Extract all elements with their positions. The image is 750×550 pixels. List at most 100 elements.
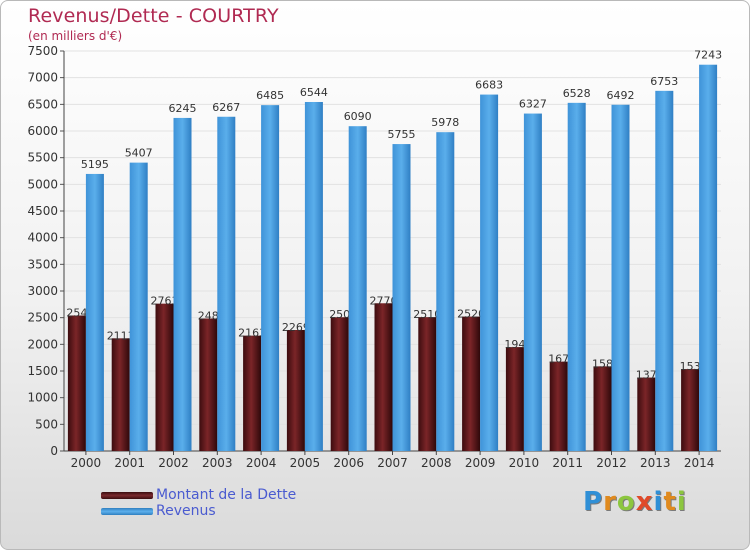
proxiti-logo: Proxiti [583, 487, 687, 517]
label-revenus-2010: 6327 [519, 98, 547, 111]
y-tick-label-2000: 2000 [27, 337, 58, 351]
label-revenus-2001: 5407 [125, 147, 153, 160]
label-dette-2008: 2510 [413, 308, 441, 321]
bar-revenus-2009 [480, 94, 499, 451]
y-tick-label-5500: 5500 [27, 151, 58, 165]
label-revenus-2012: 6492 [607, 89, 635, 102]
label-dette-2001: 2113 [107, 329, 135, 342]
label-dette-2010: 194 [504, 338, 525, 351]
y-tick-label-3000: 3000 [27, 284, 58, 298]
label-revenus-2005: 6544 [300, 86, 328, 99]
bar-dette-2001 [111, 338, 130, 451]
x-tick-label-2000: 2000 [71, 456, 102, 470]
bar-revenus-2007 [392, 144, 411, 452]
label-dette-2013: 137 [636, 369, 657, 382]
bar-revenus-2014 [699, 64, 718, 451]
bar-dette-2005 [286, 329, 305, 451]
legend-label-revenus: Revenus [156, 503, 216, 519]
label-dette-2009: 2520 [457, 308, 485, 321]
x-tick-label-2011: 2011 [552, 456, 583, 470]
logo-letter-5: t [663, 487, 677, 517]
x-tick-label-2010: 2010 [509, 456, 540, 470]
label-revenus-2014: 7243 [694, 49, 722, 62]
y-tick-label-5000: 5000 [27, 177, 58, 191]
y-tick-label-6500: 6500 [27, 97, 58, 111]
label-dette-2000: 254 [66, 306, 87, 319]
bar-dette-2010 [505, 347, 524, 451]
bar-dette-2003 [199, 318, 218, 451]
logo-letter-0: P [583, 487, 604, 517]
label-revenus-2008: 5978 [431, 116, 459, 129]
bar-dette-2014 [681, 369, 700, 451]
label-revenus-2013: 6753 [650, 75, 678, 88]
label-revenus-2009: 6683 [475, 79, 503, 92]
bar-dette-2013 [637, 377, 656, 451]
bar-revenus-2013 [655, 90, 674, 451]
x-tick-label-2013: 2013 [640, 456, 671, 470]
bar-revenus-2008 [436, 132, 455, 451]
legend-swatch-revenus [101, 508, 153, 515]
bar-dette-2000 [67, 315, 86, 451]
y-tick-label-4500: 4500 [27, 204, 58, 218]
chart-title: Revenus/Dette - COURTRY [28, 5, 279, 27]
x-tick-label-2003: 2003 [202, 456, 233, 470]
x-tick-label-2004: 2004 [246, 456, 277, 470]
y-tick-label-0: 0 [50, 444, 58, 458]
label-revenus-2004: 6485 [256, 89, 284, 102]
x-tick-label-2014: 2014 [684, 456, 715, 470]
x-tick-label-2001: 2001 [114, 456, 145, 470]
y-tick-label-7000: 7000 [27, 71, 58, 85]
label-revenus-2002: 6245 [169, 102, 197, 115]
bar-revenus-2006 [348, 126, 367, 451]
bar-revenus-2010 [523, 113, 542, 451]
label-dette-2005: 2269 [282, 321, 310, 334]
bar-dette-2002 [155, 303, 174, 451]
bar-revenus-2002 [173, 117, 192, 451]
bar-revenus-2004 [261, 105, 280, 451]
y-tick-label-7500: 7500 [27, 44, 58, 58]
x-tick-label-2006: 2006 [333, 456, 364, 470]
logo-letter-4: i [653, 487, 664, 517]
label-revenus-2003: 6267 [212, 101, 240, 114]
label-dette-2007: 2770 [370, 294, 398, 307]
bar-dette-2012 [593, 366, 612, 451]
logo-letter-3: x [635, 487, 654, 517]
bar-revenus-2001 [129, 162, 148, 452]
bar-dette-2011 [549, 361, 568, 451]
x-tick-label-2002: 2002 [158, 456, 189, 470]
bar-dette-2008 [418, 317, 437, 451]
bar-revenus-2012 [611, 104, 630, 451]
bar-dette-2009 [462, 316, 481, 451]
bar-dette-2007 [374, 303, 393, 451]
label-revenus-2000: 5195 [81, 158, 109, 171]
y-tick-label-1000: 1000 [27, 391, 58, 405]
logo-letter-6: i [676, 487, 687, 517]
bar-revenus-2000 [85, 173, 104, 451]
x-tick-label-2009: 2009 [465, 456, 496, 470]
label-dette-2014: 153 [680, 360, 701, 373]
y-tick-label-500: 500 [35, 417, 58, 431]
bar-revenus-2005 [304, 101, 323, 451]
label-dette-2011: 167 [548, 353, 569, 366]
label-dette-2006: 250 [329, 308, 350, 321]
legend-swatch-dette [101, 492, 153, 499]
chart-subtitle: (en milliers d'€) [28, 29, 123, 43]
logo-letter-2: o [616, 487, 636, 517]
label-revenus-2006: 6090 [344, 110, 372, 123]
label-revenus-2011: 6528 [563, 87, 591, 100]
label-dette-2004: 2163 [238, 327, 266, 340]
label-dette-2003: 248 [198, 309, 219, 322]
logo-letter-1: r [603, 487, 617, 517]
y-tick-label-2500: 2500 [27, 311, 58, 325]
x-tick-label-2008: 2008 [421, 456, 452, 470]
label-dette-2012: 158 [592, 357, 613, 370]
x-tick-label-2007: 2007 [377, 456, 408, 470]
bar-revenus-2011 [567, 102, 586, 451]
bar-revenus-2003 [217, 116, 236, 451]
y-tick-label-4000: 4000 [27, 231, 58, 245]
bar-dette-2006 [330, 317, 349, 451]
x-tick-label-2005: 2005 [290, 456, 321, 470]
y-tick-label-3500: 3500 [27, 257, 58, 271]
